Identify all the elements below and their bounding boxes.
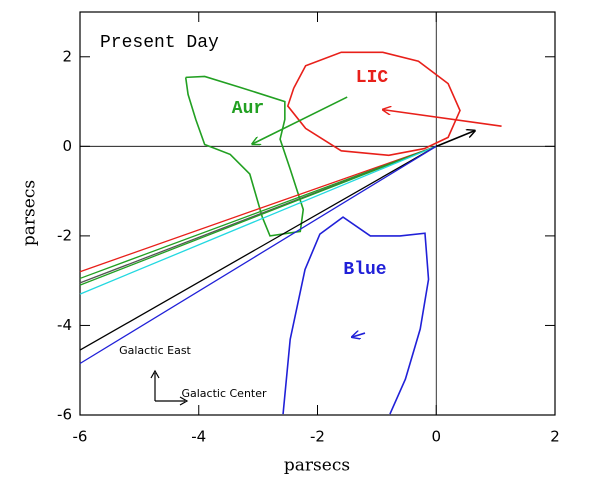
line-series: [184, 75, 305, 237]
y-tick-label: -4: [57, 316, 72, 334]
compass-arrowhead: [179, 396, 189, 406]
line-series: [79, 145, 437, 365]
compass: [150, 369, 189, 406]
y-tick-label: -2: [57, 226, 72, 244]
y-tick-label: 2: [62, 47, 72, 65]
compass-arrowhead: [150, 369, 160, 379]
x-tick-label: -4: [191, 428, 206, 446]
compass-label: Galactic Center: [181, 387, 267, 400]
y-tick-label: -6: [57, 406, 72, 424]
annotation: Blue: [343, 260, 386, 280]
plot-frame: [79, 11, 556, 416]
motion-arrow: [352, 333, 366, 337]
line-series: [79, 145, 437, 286]
compass-label: Galactic East: [119, 344, 191, 357]
line-series: [79, 145, 437, 280]
line-series: [286, 51, 461, 157]
x-tick-label: -2: [310, 428, 325, 446]
motion-arrow: [435, 131, 475, 148]
y-tick-label: 0: [62, 137, 72, 155]
line-series: [282, 216, 430, 415]
annotation: Present Day: [100, 33, 219, 53]
x-tick-label: 2: [550, 428, 560, 446]
y-axis-label: parsecs: [20, 180, 40, 246]
x-tick-label: 0: [431, 428, 441, 446]
motion-arrow: [252, 96, 348, 144]
annotation: Aur: [232, 99, 264, 119]
line-series: [79, 145, 437, 273]
line-series: [79, 145, 437, 295]
motion-arrow: [383, 110, 502, 127]
line-series: [79, 145, 437, 351]
annotation: LIC: [356, 68, 389, 88]
x-axis-label: parsecs: [284, 456, 350, 476]
x-tick-label: -6: [73, 428, 88, 446]
